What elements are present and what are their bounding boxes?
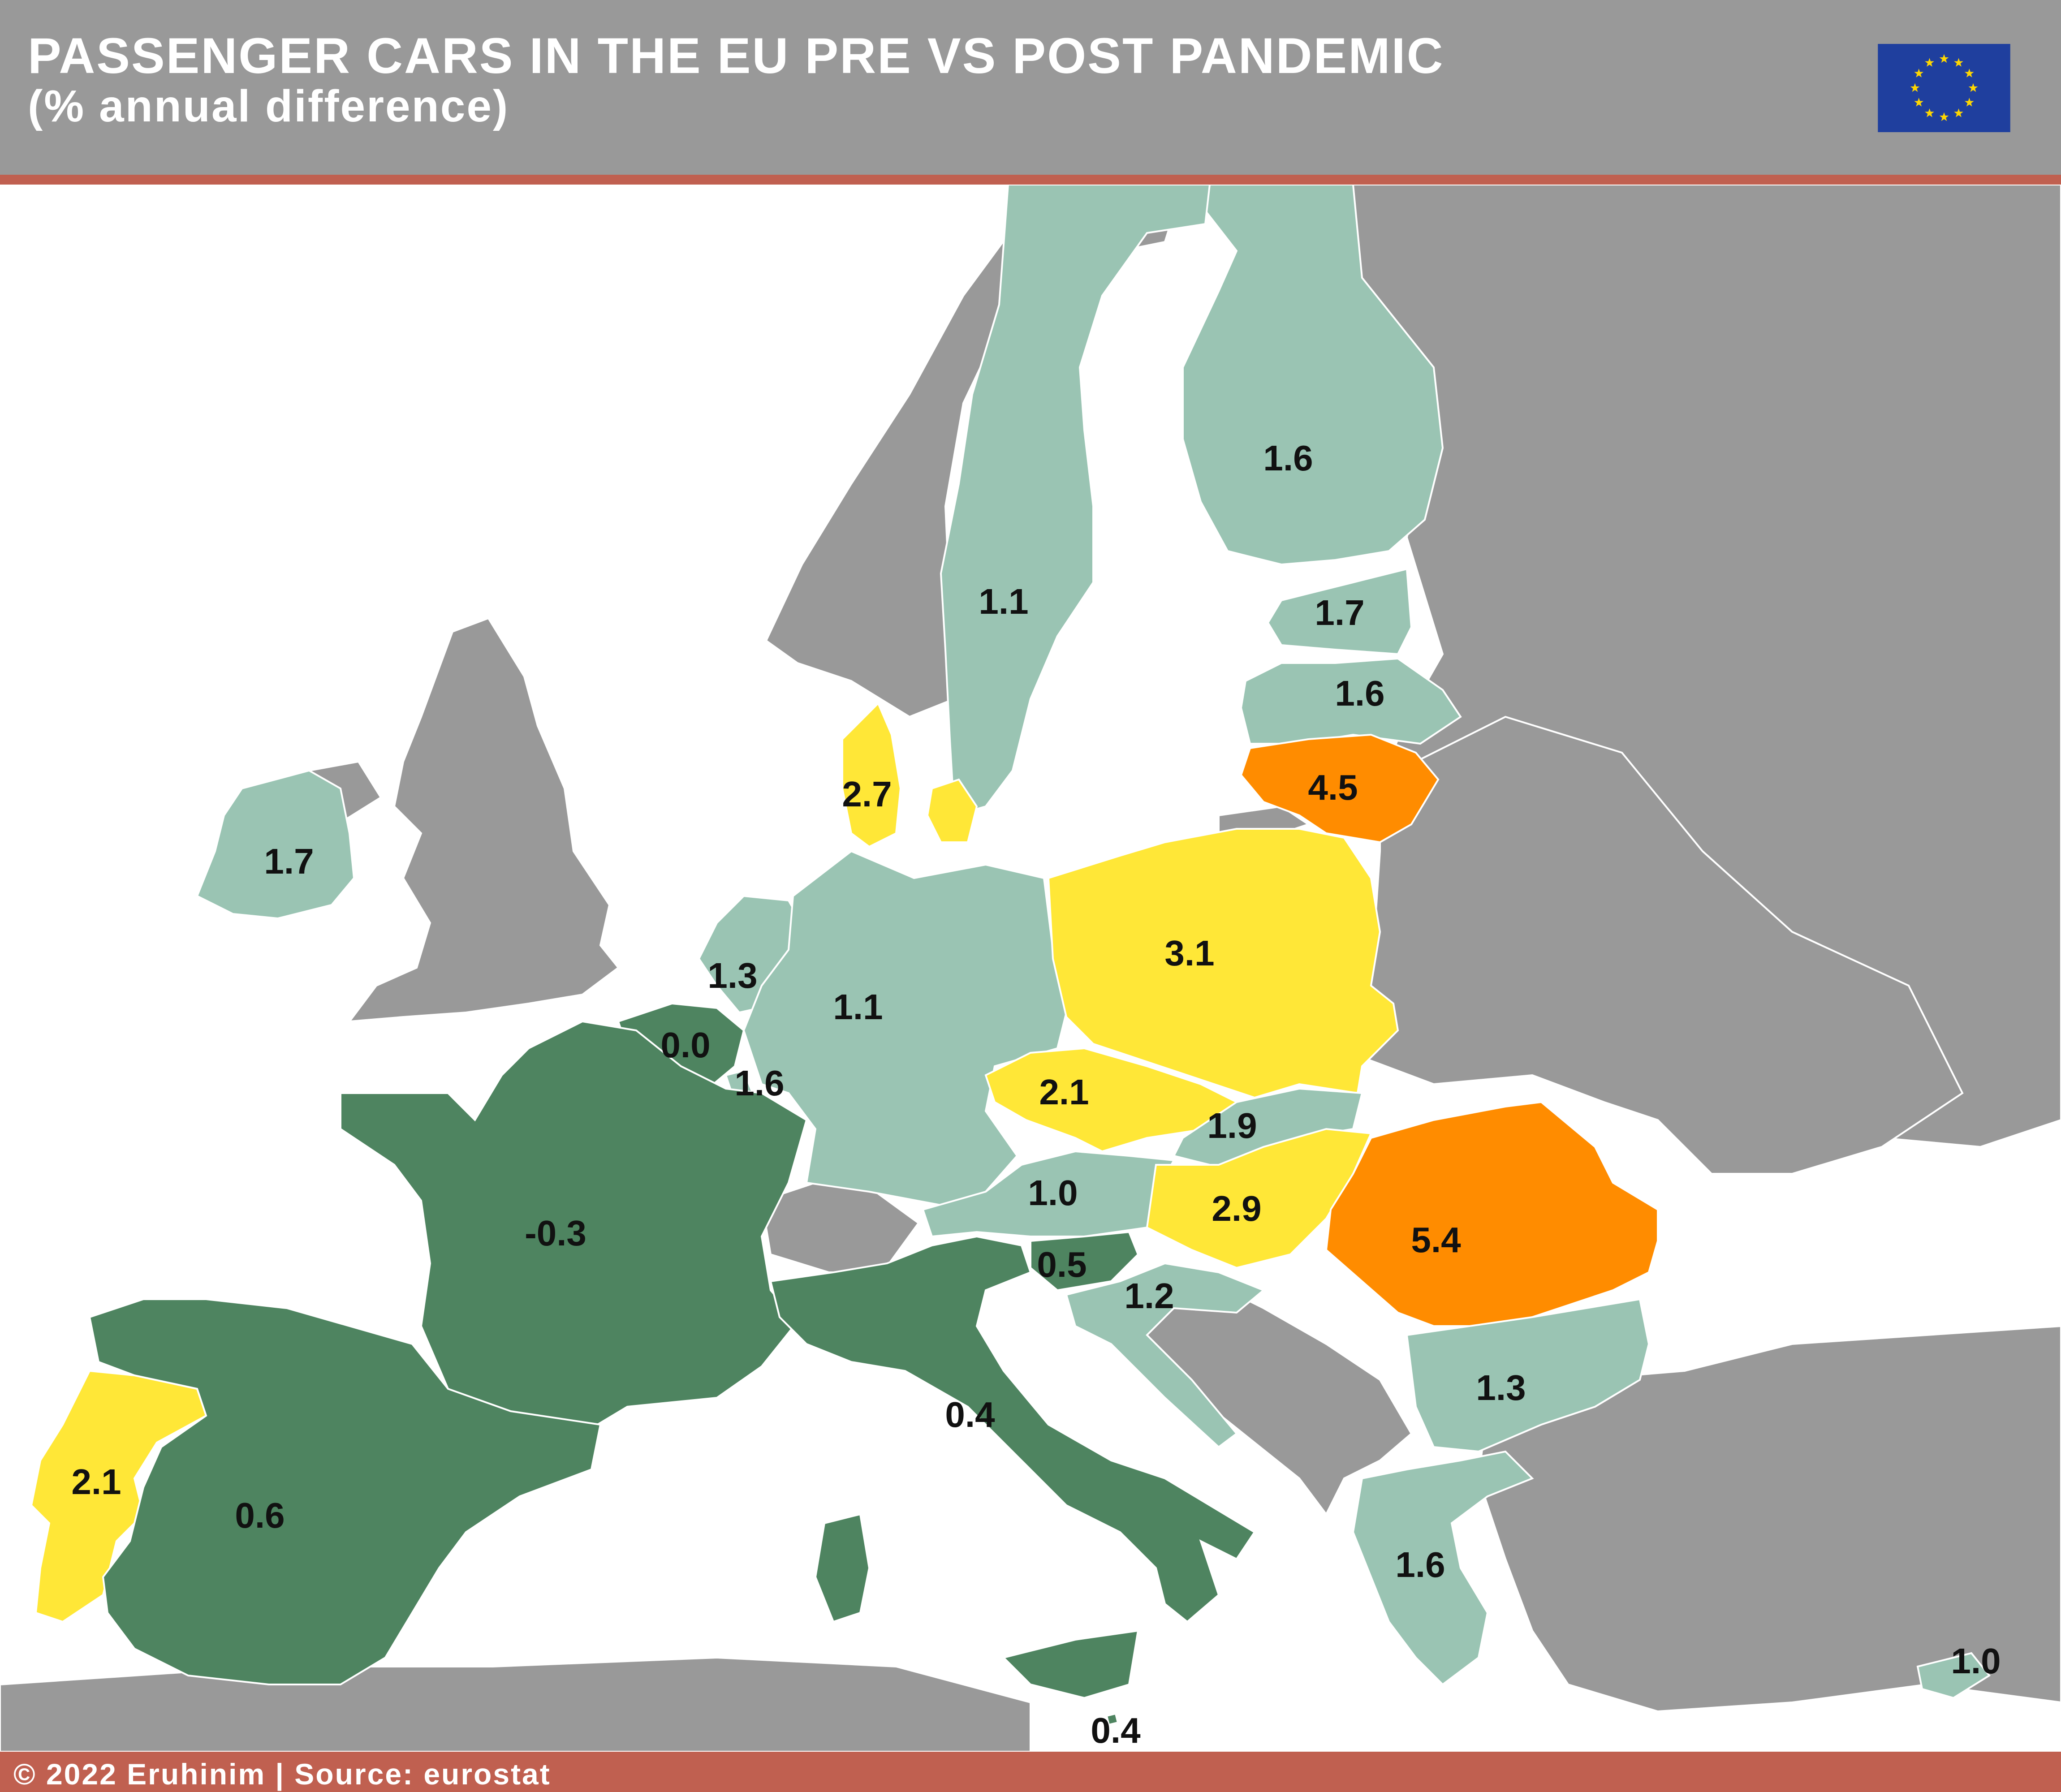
header-divider xyxy=(0,175,2061,185)
label-germany: 1.1 xyxy=(833,987,883,1027)
flag-star-icon xyxy=(1910,83,1920,92)
label-spain: 0.6 xyxy=(235,1495,285,1535)
label-luxembourg: 1.6 xyxy=(734,1063,784,1103)
label-cyprus: 1.0 xyxy=(1951,1641,2001,1681)
label-netherlands: 1.3 xyxy=(707,956,757,995)
eu-flag-icon xyxy=(1878,44,2010,132)
label-croatia: 1.2 xyxy=(1124,1276,1174,1316)
label-latvia: 1.6 xyxy=(1335,673,1384,713)
eu-countries xyxy=(30,185,1991,1726)
region-croatia xyxy=(1065,1262,1265,1448)
region-germany xyxy=(742,850,1068,1206)
non-eu-land xyxy=(0,185,2061,1752)
label-hungary: 2.9 xyxy=(1212,1189,1261,1228)
flag-star-icon xyxy=(1925,58,1934,67)
label-lithuania: 4.5 xyxy=(1308,767,1358,807)
label-romania: 5.4 xyxy=(1411,1220,1461,1260)
region-spain xyxy=(88,1298,602,1685)
label-ireland: 1.7 xyxy=(264,841,314,881)
label-czechia: 2.1 xyxy=(1039,1072,1089,1112)
page-title: PASSENGER CARS IN THE EU PRE VS POST PAN… xyxy=(28,28,1444,84)
label-slovenia: 0.5 xyxy=(1037,1245,1087,1284)
flag-star-icon xyxy=(1954,58,1963,67)
europe-map: 1.6 1.1 1.7 1.6 4.5 2.7 1.7 1.3 0.0 1.6 … xyxy=(0,185,2061,1752)
region-ireland xyxy=(196,769,355,920)
flag-star-icon xyxy=(1914,69,1924,78)
region-italy xyxy=(769,1235,1256,1699)
region-bulgaria xyxy=(1406,1298,1650,1453)
region-cyprus xyxy=(1916,1652,1991,1699)
label-portugal: 2.1 xyxy=(71,1462,121,1502)
region-lithuania xyxy=(1240,733,1440,844)
label-bulgaria: 1.3 xyxy=(1476,1368,1526,1408)
flag-star-icon xyxy=(1914,98,1924,107)
flag-star-icon xyxy=(1954,108,1963,117)
flag-star-icon xyxy=(1939,112,1949,121)
region-sweden xyxy=(940,185,1211,817)
label-sweden: 1.1 xyxy=(979,582,1028,621)
region-poland xyxy=(1047,828,1399,1099)
region-greece xyxy=(1352,1450,1534,1686)
label-greece: 1.6 xyxy=(1395,1545,1445,1585)
label-italy: 0.4 xyxy=(945,1395,995,1434)
footer-credit: © 2022 Eruhinim | Source: eurostat xyxy=(13,1758,551,1791)
land-great-britain xyxy=(347,617,620,1023)
label-malta: 0.4 xyxy=(1091,1710,1141,1750)
label-france: -0.3 xyxy=(525,1213,586,1253)
label-slovakia: 1.9 xyxy=(1207,1106,1257,1146)
page-subtitle: (% annual difference) xyxy=(28,81,509,131)
region-estonia xyxy=(1267,568,1413,655)
label-denmark: 2.7 xyxy=(842,774,892,814)
header-bar: PASSENGER CARS IN THE EU PRE VS POST PAN… xyxy=(0,0,2061,175)
footer-bar: © 2022 Eruhinim | Source: eurostat xyxy=(0,1752,2061,1792)
region-malta xyxy=(1105,1712,1119,1726)
flag-star-icon xyxy=(1925,108,1934,117)
land-north-africa xyxy=(0,1656,1031,1752)
label-austria: 1.0 xyxy=(1028,1173,1078,1213)
label-belgium: 0.0 xyxy=(660,1025,710,1065)
flag-star-icon xyxy=(1939,54,1949,63)
region-latvia xyxy=(1240,657,1462,745)
region-finland xyxy=(1182,185,1444,566)
label-finland: 1.6 xyxy=(1263,438,1313,478)
label-poland: 3.1 xyxy=(1164,933,1214,973)
flag-star-icon xyxy=(1964,69,1974,78)
label-estonia: 1.7 xyxy=(1315,593,1364,633)
region-romania xyxy=(1325,1101,1659,1327)
flag-star-icon xyxy=(1964,98,1974,107)
value-labels: 1.6 1.1 1.7 1.6 4.5 2.7 1.7 1.3 0.0 1.6 … xyxy=(71,438,2001,1750)
region-slovenia xyxy=(1030,1231,1139,1292)
region-denmark xyxy=(841,702,978,848)
flag-star-icon xyxy=(1968,83,1978,92)
